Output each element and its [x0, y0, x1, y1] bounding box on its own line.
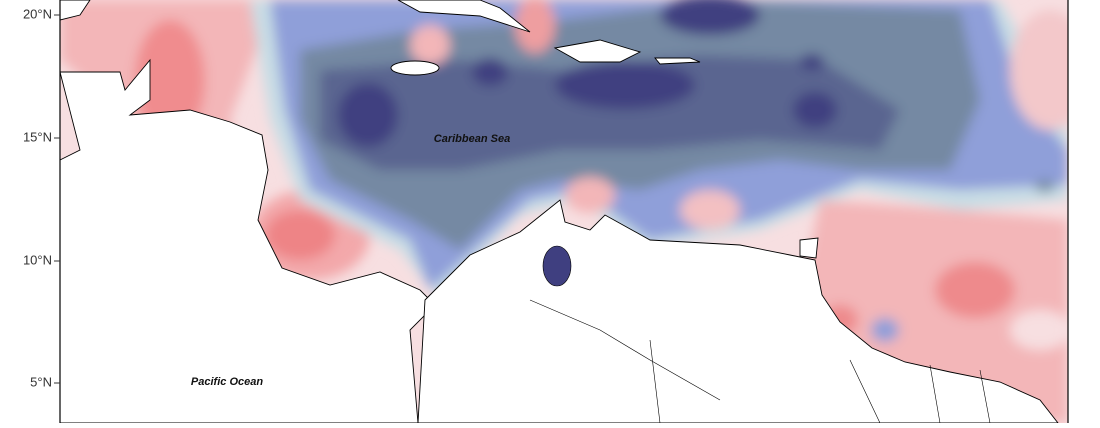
contour [1010, 10, 1068, 130]
contour [800, 54, 824, 70]
contour [660, 0, 760, 35]
contour [320, 55, 900, 170]
lat-label: 15°N [23, 129, 52, 144]
anomaly-field [60, 0, 1068, 423]
land-central-america [60, 58, 436, 423]
contour [265, 210, 335, 260]
contour [410, 25, 450, 65]
land-hispaniola [553, 39, 642, 63]
contour [472, 58, 508, 86]
contour [555, 61, 695, 109]
place-label: Caribbean Sea [434, 133, 510, 145]
contour [680, 190, 740, 230]
lake-maracaibo [542, 245, 572, 287]
contour [338, 83, 398, 147]
contour [1035, 180, 1055, 192]
contour [935, 262, 1015, 318]
lat-label: 20°N [23, 6, 52, 21]
contours [60, 0, 1068, 423]
land-jamaica [390, 60, 440, 76]
lat-label: 10°N [23, 252, 52, 267]
land [60, 0, 91, 21]
land-cuba [397, 0, 531, 33]
contour [515, 0, 555, 53]
contour [871, 318, 899, 342]
land-south-america [417, 199, 1059, 423]
land-trinidad [799, 237, 819, 259]
land-puerto-rico [654, 57, 701, 65]
country-border [529, 299, 991, 423]
contour [1010, 310, 1068, 350]
contour [565, 177, 615, 213]
lat-label: 5°N [30, 374, 52, 389]
contour [793, 92, 837, 128]
place-label: Pacific Ocean [191, 376, 263, 388]
